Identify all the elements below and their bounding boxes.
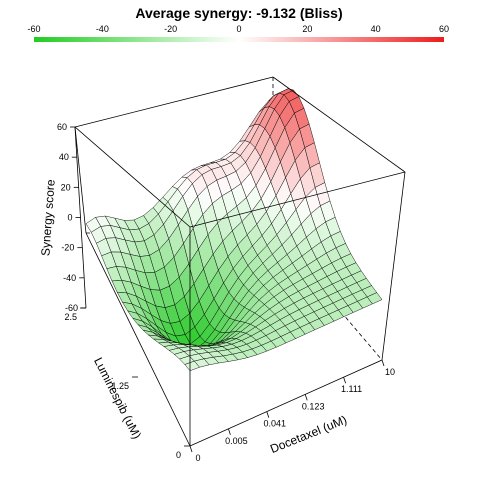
x-tick-label: 0.005 [225, 436, 248, 446]
box-edge-bottom-left [85, 232, 191, 447]
x-tick-mark [304, 394, 308, 401]
box-edge-top-front-right [189, 171, 406, 228]
box-edge-right-vertical [381, 171, 406, 361]
x-tick-mark [228, 428, 231, 435]
box-edge-top-right [272, 76, 406, 173]
colorbar-gradient [34, 37, 444, 42]
z-tick-label: -40 [63, 273, 76, 283]
box-edge-top-front [74, 126, 191, 228]
box-edge-left-vertical [74, 126, 87, 234]
z-tick-label: -60 [65, 303, 78, 313]
y-tick-label: 0 [176, 450, 181, 460]
y-tick-label: 2.5 [64, 312, 77, 322]
colorbar-tick-labels: -60 -40 -20 0 20 40 60 [27, 24, 449, 34]
colorbar-tick-label: -20 [164, 24, 177, 34]
z-tick-label: 0 [67, 213, 72, 223]
z-tick-label: 60 [57, 122, 67, 132]
y-axis-ticks: 0 1.25 2.5 [64, 307, 190, 460]
colorbar-tick-label: 40 [371, 24, 381, 34]
box-front [74, 76, 406, 447]
box-edge-bottom-right [189, 359, 383, 447]
z-axis-ticks: 60 40 20 0 -20 -40 -60 [57, 122, 86, 313]
x-tick-mark [189, 445, 193, 453]
z-tick-label: -20 [61, 243, 74, 253]
z-axis-label: Synergy score [38, 179, 57, 257]
synergy-surface [85, 88, 383, 372]
z-tick-label: 40 [59, 152, 69, 162]
x-tick-mark [266, 411, 270, 418]
colorbar-tick-label: -40 [96, 24, 109, 34]
x-tick-label: 10 [385, 367, 395, 377]
x-tick-label: 1.111 [341, 384, 362, 394]
x-tick-mark [381, 359, 385, 367]
x-tick-label: 0.041 [264, 419, 287, 429]
surface-cell [366, 292, 383, 305]
chart-title: Average synergy: -9.132 (Bliss) [135, 5, 342, 21]
colorbar: -60 -40 -20 0 20 40 60 [27, 24, 449, 42]
x-tick-mark [343, 377, 346, 384]
z-tick-label: 20 [61, 182, 71, 192]
colorbar-tick-label: 20 [302, 24, 312, 34]
colorbar-tick-label: -60 [27, 24, 40, 34]
y-axis-label: Luminespib (uM) [91, 355, 144, 441]
y-tick-label: 1.25 [111, 381, 129, 391]
x-axis-ticks: 0 0.005 0.041 0.123 1.111 10 [189, 359, 395, 463]
colorbar-tick-label: 0 [236, 24, 241, 34]
x-tick-label: 0 [195, 453, 200, 463]
colorbar-tick-label: 60 [439, 24, 449, 34]
box-edge-top-left [74, 76, 274, 128]
x-tick-label: 0.123 [302, 401, 325, 411]
